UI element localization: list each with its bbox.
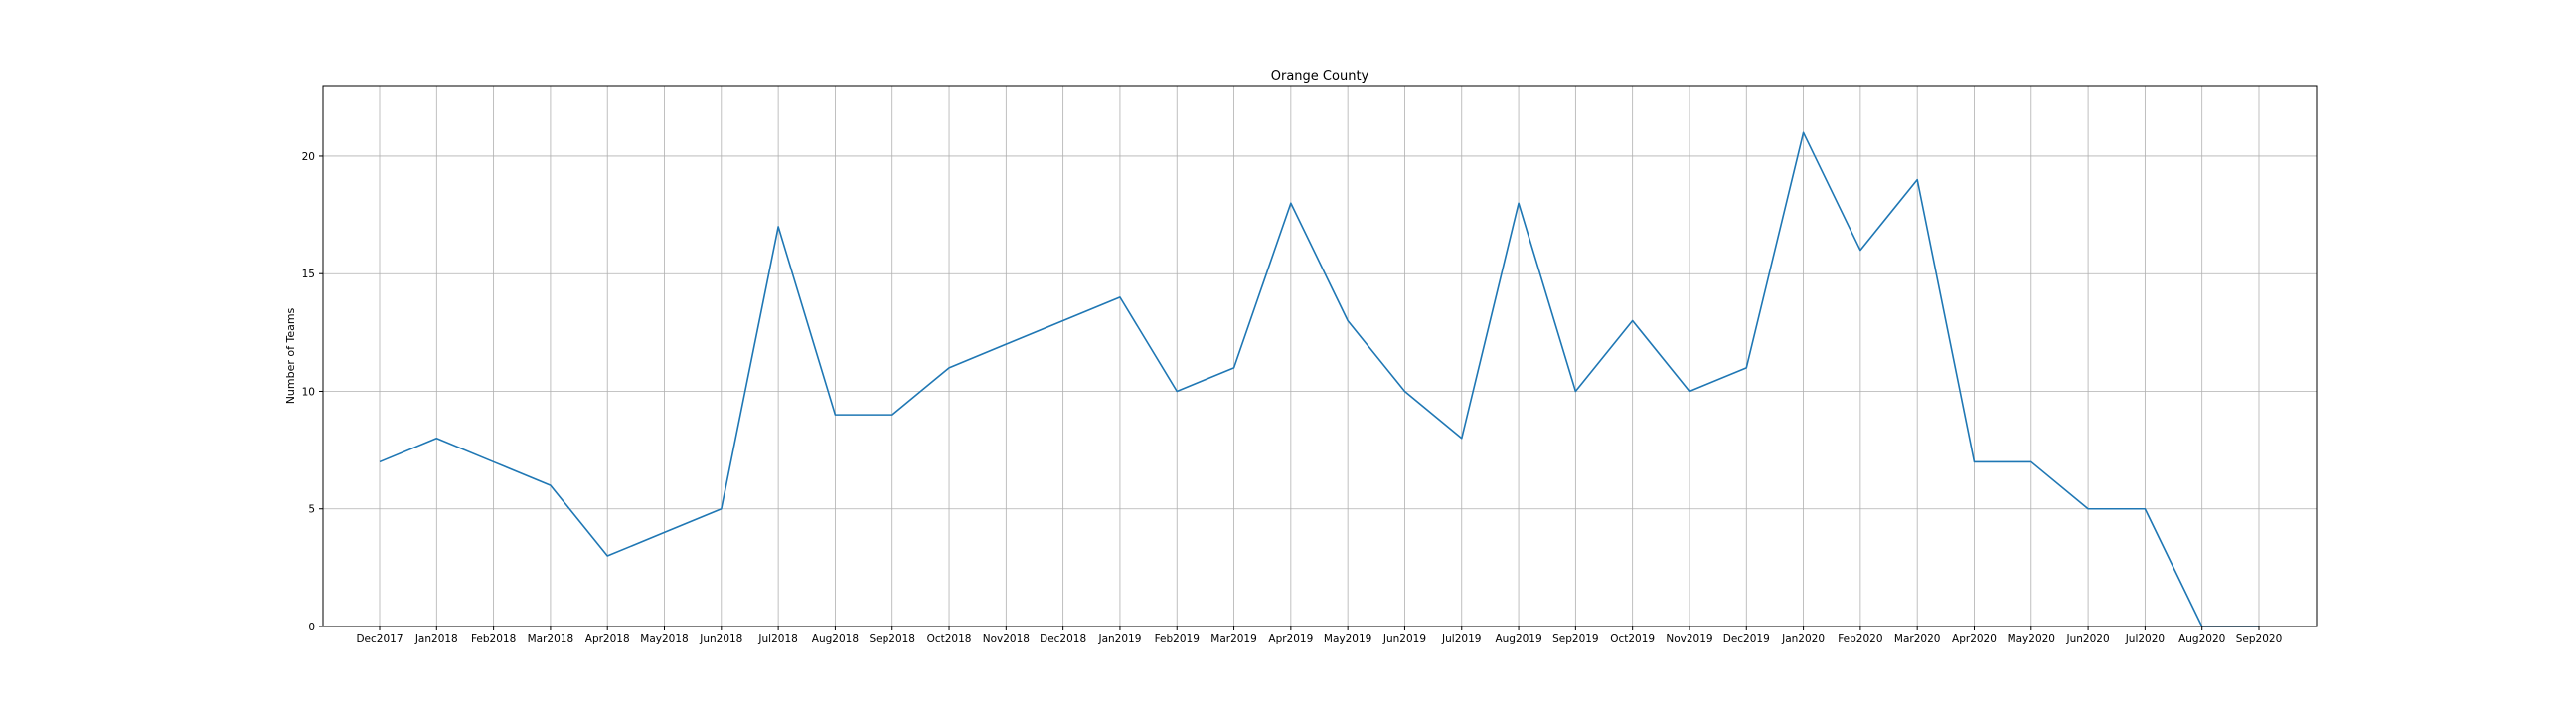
x-tick-label: Nov2018 <box>983 633 1030 645</box>
x-tick-label: Mar2019 <box>1210 633 1257 645</box>
x-tick-label: Jul2019 <box>1441 633 1481 645</box>
x-tick-label: Aug2019 <box>1495 633 1541 645</box>
plot-frame <box>322 85 2318 627</box>
x-tick-label: Jun2019 <box>1382 633 1426 645</box>
x-tick-label: Feb2019 <box>1155 633 1200 645</box>
y-tick-label: 20 <box>302 151 315 163</box>
y-axis-label: Number of Teams <box>284 307 297 404</box>
x-tick-label: May2019 <box>1324 633 1371 645</box>
x-tick-label: Apr2020 <box>1952 633 1997 645</box>
chart-title: Orange County <box>1271 69 1369 84</box>
x-tick-label: Dec2018 <box>1040 633 1086 645</box>
x-tick-label: May2018 <box>640 633 688 645</box>
x-tick-label: Sep2019 <box>1552 633 1599 645</box>
x-tick-label: Jul2018 <box>757 633 797 645</box>
x-tick-label: Jan2020 <box>1781 633 1825 645</box>
x-tick-label: Jan2018 <box>414 633 458 645</box>
y-tick-label: 0 <box>308 622 315 633</box>
x-tick-label: Jul2020 <box>2125 633 2165 645</box>
y-axis: 0 5 10 15 20 <box>302 151 323 633</box>
x-tick-label: Apr2018 <box>585 633 630 645</box>
x-tick-label: May2020 <box>2008 633 2055 645</box>
x-tick-label: Dec2017 <box>356 633 402 645</box>
x-axis: Dec2017 Jan2018 Feb2018 Mar2018 Apr2018 May20… <box>356 626 2282 645</box>
grid <box>323 86 2317 627</box>
x-tick-label: Oct2019 <box>1610 633 1655 645</box>
x-tick-label: Apr2019 <box>1268 633 1313 645</box>
series-layer <box>379 131 2260 627</box>
x-tick-label: Mar2020 <box>1894 633 1941 645</box>
x-tick-label: Feb2018 <box>471 633 516 645</box>
x-tick-label: Feb2020 <box>1838 633 1882 645</box>
x-tick-label: Jun2020 <box>2066 633 2110 645</box>
x-tick-label: Aug2020 <box>2178 633 2225 645</box>
x-tick-label: Oct2018 <box>927 633 972 645</box>
x-tick-label: Dec2019 <box>1723 633 1770 645</box>
y-tick-label: 5 <box>308 504 315 516</box>
x-tick-label: Aug2018 <box>812 633 859 645</box>
x-tick-label: Sep2020 <box>2236 633 2283 645</box>
series-line <box>379 131 2259 627</box>
y-tick-label: 15 <box>302 268 315 280</box>
x-tick-label: Mar2018 <box>528 633 574 645</box>
x-tick-label: Sep2018 <box>869 633 915 645</box>
x-tick-label: Jun2018 <box>699 633 742 645</box>
y-tick-label: 10 <box>302 386 315 398</box>
x-tick-label: Jan2019 <box>1097 633 1141 645</box>
x-tick-label: Nov2019 <box>1666 633 1712 645</box>
